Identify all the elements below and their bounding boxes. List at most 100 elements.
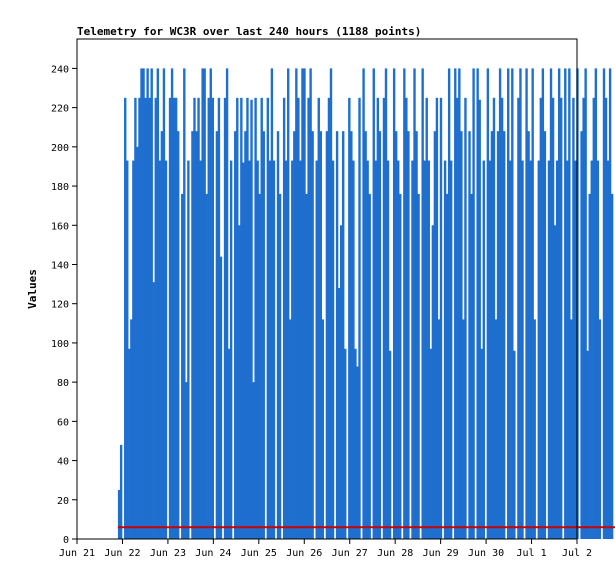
data-bar — [170, 68, 174, 539]
data-bar — [276, 131, 280, 539]
data-bar — [331, 160, 335, 539]
data-bar — [521, 160, 524, 539]
data-bar — [468, 131, 471, 539]
data-bar — [315, 160, 318, 539]
data-bar — [256, 160, 259, 539]
data-bar — [136, 146, 139, 539]
data-bar — [291, 160, 294, 539]
data-bar — [266, 97, 270, 539]
data-bar — [592, 97, 595, 539]
data-bar — [203, 68, 206, 539]
data-bar — [354, 348, 357, 539]
data-bar — [244, 131, 247, 539]
data-bar — [568, 68, 571, 539]
data-bar — [443, 160, 447, 539]
data-bar — [327, 97, 331, 539]
data-bar — [596, 160, 600, 539]
data-bar — [260, 97, 263, 539]
data-bar — [172, 97, 176, 539]
y-tick-label: 60 — [57, 417, 69, 428]
data-bar — [472, 68, 475, 539]
data-bar — [234, 131, 237, 539]
data-bar — [307, 97, 310, 539]
data-bar — [533, 319, 536, 539]
data-bar — [517, 97, 520, 539]
data-bar — [437, 319, 441, 539]
data-bar — [223, 97, 227, 539]
data-bar — [119, 444, 123, 539]
x-tick-label: Jun 22 — [104, 548, 140, 559]
data-bar — [496, 131, 500, 539]
y-tick-label: 160 — [51, 221, 69, 232]
data-bar — [132, 160, 135, 539]
data-bar — [500, 97, 504, 539]
data-bar — [191, 131, 194, 539]
data-bar — [413, 68, 416, 539]
data-bar — [498, 68, 502, 539]
x-tick-label: Jun 27 — [332, 548, 368, 559]
x-tick-label: Jun 23 — [150, 548, 186, 559]
data-bar — [590, 160, 593, 539]
data-bar — [215, 131, 219, 539]
x-tick-label: Jul 2 — [562, 548, 592, 559]
data-bar — [547, 160, 551, 539]
data-bar — [462, 319, 465, 539]
data-bar — [164, 160, 168, 539]
data-bar — [301, 68, 304, 539]
data-bar — [411, 160, 414, 539]
data-bar — [335, 131, 339, 539]
data-bar — [227, 348, 231, 539]
x-tick-label: Jun 24 — [195, 548, 231, 559]
data-bar — [454, 68, 457, 539]
data-bar — [168, 97, 172, 539]
data-bar — [337, 288, 341, 539]
data-bar — [297, 97, 300, 539]
data-bar — [229, 160, 233, 539]
data-bar — [598, 319, 602, 539]
data-bar — [407, 131, 410, 539]
data-bar — [447, 68, 451, 539]
data-bar — [201, 68, 204, 539]
data-bar — [513, 350, 516, 539]
data-bar — [486, 68, 490, 539]
data-bar — [384, 68, 388, 539]
data-bar — [303, 68, 306, 539]
data-bar — [388, 350, 392, 539]
data-bar — [368, 193, 371, 539]
y-tick-label: 100 — [51, 339, 69, 350]
data-bar — [225, 68, 229, 539]
data-bar — [268, 160, 272, 539]
data-bar — [405, 97, 408, 539]
data-bar — [478, 99, 481, 539]
data-bar — [358, 97, 361, 539]
data-bar — [342, 131, 345, 539]
data-bar — [348, 97, 351, 539]
data-bar — [417, 193, 420, 539]
data-bar — [560, 97, 563, 539]
data-bar — [319, 131, 322, 539]
data-bar — [146, 68, 149, 539]
data-bar — [431, 225, 435, 539]
data-bar — [427, 160, 430, 539]
y-tick-label: 0 — [63, 535, 69, 546]
data-bar — [429, 348, 433, 539]
data-bar — [492, 97, 496, 539]
data-bar — [423, 160, 426, 539]
data-bar — [138, 97, 141, 539]
data-bar — [557, 68, 561, 539]
data-bar — [435, 97, 439, 539]
data-bar — [160, 131, 164, 539]
data-bar — [543, 131, 547, 539]
data-bar — [392, 68, 396, 539]
data-bar — [321, 319, 325, 539]
data-bar — [553, 225, 557, 539]
data-bar — [356, 366, 359, 539]
data-bar — [394, 131, 398, 539]
data-bar — [176, 131, 180, 539]
x-tick-label: Jun 26 — [286, 548, 322, 559]
data-bar — [476, 68, 479, 539]
data-bar — [325, 131, 329, 539]
data-bar — [124, 97, 127, 539]
y-tick-label: 140 — [51, 260, 69, 271]
data-bar — [529, 160, 532, 539]
